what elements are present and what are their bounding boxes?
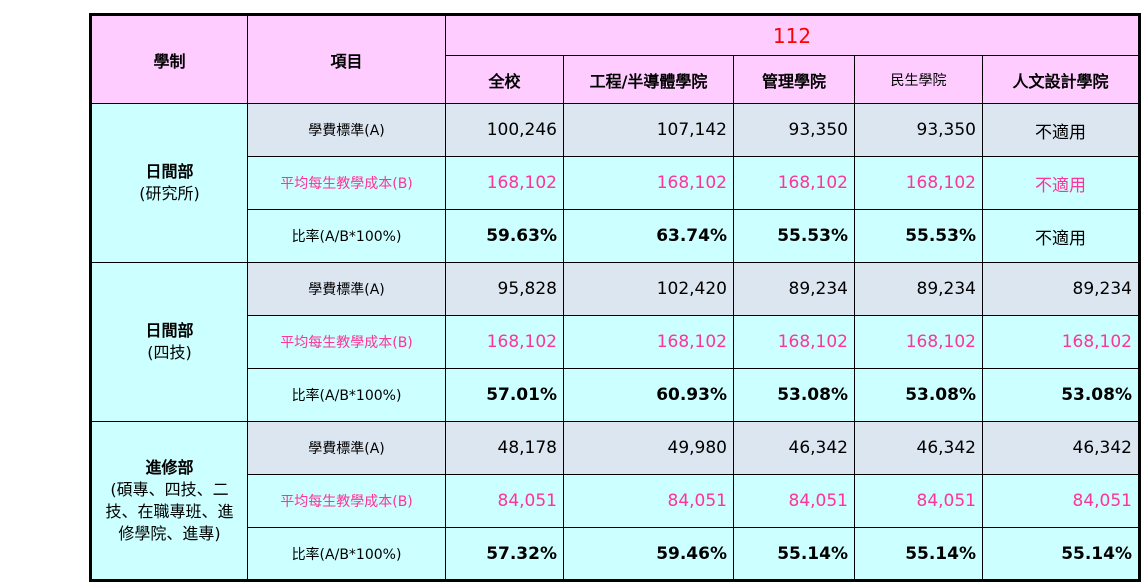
group-sub-line: (碩專、四技、二 [110, 479, 229, 499]
row-label-ratio: 比率(A/B*100%) [247, 209, 446, 263]
row-label-cost: 平均每生教學成本(B) [247, 474, 446, 528]
group-continuing: 進修部 (碩專、四技、二 技、在職專班、進 修學院、進專) [90, 421, 248, 581]
cell-value: 55.53% [854, 209, 983, 263]
cell-value: 168,102 [982, 315, 1140, 369]
row-label-fee: 學費標準(A) [247, 103, 446, 157]
cell-value: 55.53% [733, 209, 855, 263]
cell-value: 168,102 [854, 315, 983, 369]
cell-value: 55.14% [733, 527, 855, 581]
cell-value: 84,051 [445, 474, 564, 528]
col-header-humanities: 人文設計學院 [982, 55, 1140, 104]
row-label-ratio: 比率(A/B*100%) [247, 368, 446, 422]
col-header-management: 管理學院 [733, 55, 855, 104]
cell-value: 168,102 [563, 156, 734, 210]
cell-value: 60.93% [563, 368, 734, 422]
cell-value: 46,342 [982, 421, 1140, 475]
cell-value: 53.08% [982, 368, 1140, 422]
cell-value: 53.08% [854, 368, 983, 422]
col-header-civil: 民生學院 [854, 55, 983, 104]
cell-value: 168,102 [445, 315, 564, 369]
cell-value: 57.32% [445, 527, 564, 581]
cell-value: 不適用 [982, 156, 1140, 210]
col-header-engineering: 工程/半導體學院 [563, 55, 734, 104]
cell-value: 168,102 [854, 156, 983, 210]
row-label-fee: 學費標準(A) [247, 421, 446, 475]
group-sub-line: 技、在職專班、進 [105, 501, 234, 521]
cell-value: 95,828 [445, 262, 564, 316]
row-label-ratio: 比率(A/B*100%) [247, 527, 446, 581]
cell-value: 55.14% [854, 527, 983, 581]
cell-value: 不適用 [982, 103, 1140, 157]
cell-value: 59.63% [445, 209, 564, 263]
cell-value: 63.74% [563, 209, 734, 263]
row-label-cost: 平均每生教學成本(B) [247, 156, 446, 210]
group-day-4year: 日間部 (四技) [90, 262, 248, 422]
cell-value: 107,142 [563, 103, 734, 157]
cell-value: 168,102 [445, 156, 564, 210]
col-header-all: 全校 [445, 55, 564, 104]
cell-value: 84,051 [563, 474, 734, 528]
cell-value: 100,246 [445, 103, 564, 157]
group-name: 日間部 [145, 321, 194, 340]
group-sub: (四技) [147, 343, 192, 362]
cell-value: 59.46% [563, 527, 734, 581]
group-name: 日間部 [145, 162, 194, 181]
cell-value: 93,350 [733, 103, 855, 157]
cell-value: 168,102 [733, 156, 855, 210]
cell-value: 46,342 [854, 421, 983, 475]
row-label-cost: 平均每生教學成本(B) [247, 315, 446, 369]
cell-value: 53.08% [733, 368, 855, 422]
cell-value: 不適用 [982, 209, 1140, 263]
group-sub-line: 修學院、進專) [118, 523, 221, 543]
cell-value: 89,234 [733, 262, 855, 316]
row-label-fee: 學費標準(A) [247, 262, 446, 316]
cell-value: 46,342 [733, 421, 855, 475]
cell-value: 93,350 [854, 103, 983, 157]
cell-value: 89,234 [854, 262, 983, 316]
cell-value: 55.14% [982, 527, 1140, 581]
header-system: 學制 [90, 14, 248, 104]
tuition-cost-table: 學制 項目 112 全校 工程/半導體學院 管理學院 民生學院 人文設計學院 日… [89, 13, 1141, 582]
cell-value: 57.01% [445, 368, 564, 422]
group-sub: (研究所) [139, 184, 200, 203]
group-name: 進修部 [145, 457, 194, 477]
cell-value: 84,051 [982, 474, 1140, 528]
cell-value: 168,102 [733, 315, 855, 369]
cell-value: 49,980 [563, 421, 734, 475]
cell-value: 102,420 [563, 262, 734, 316]
cell-value: 48,178 [445, 421, 564, 475]
cell-value: 84,051 [854, 474, 983, 528]
cell-value: 89,234 [982, 262, 1140, 316]
header-year: 112 [445, 14, 1140, 56]
cell-value: 168,102 [563, 315, 734, 369]
group-day-graduate: 日間部 (研究所) [90, 103, 248, 263]
header-item: 項目 [247, 14, 446, 104]
cell-value: 84,051 [733, 474, 855, 528]
